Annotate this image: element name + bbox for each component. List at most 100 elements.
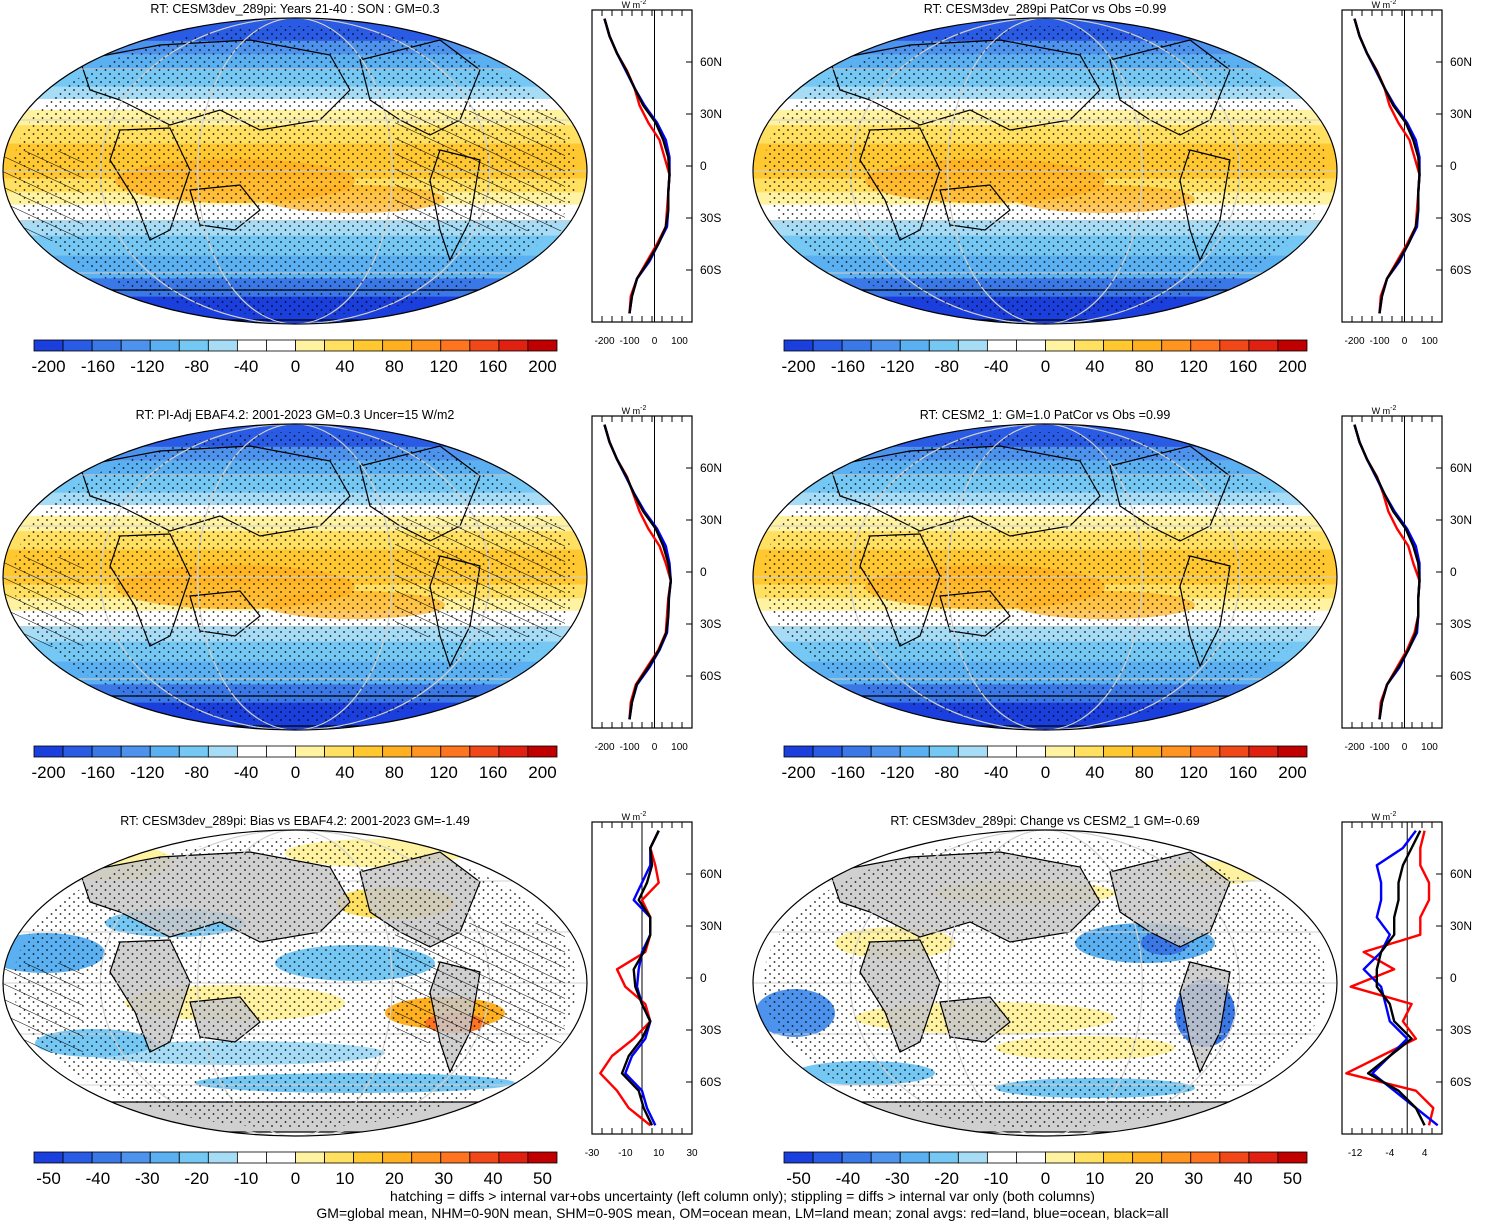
- zonal-tick-label: 0: [1402, 742, 1408, 753]
- lat-tick-label: 60S: [1450, 263, 1471, 277]
- colorbar-label: 0: [291, 763, 300, 782]
- colorbar-box: [812, 745, 843, 758]
- colorbar-box: [266, 1151, 296, 1164]
- lat-tick-label: 60N: [700, 55, 722, 69]
- lat-tick-label: 30N: [700, 513, 722, 527]
- colorbar-label: -160: [81, 357, 115, 376]
- colorbar-label: -10: [984, 1169, 1009, 1188]
- lat-tick-label: 0: [700, 971, 707, 985]
- colorbar-box: [1248, 339, 1279, 352]
- colorbar-box: [957, 1151, 988, 1164]
- colorbar-box: [870, 1151, 901, 1164]
- colorbar-box: [33, 1151, 64, 1164]
- colorbar-box: [812, 339, 843, 352]
- lat-tick-label: 60S: [700, 263, 721, 277]
- zonal-frame: [591, 415, 693, 729]
- zonal-tick-label: 100: [671, 336, 688, 347]
- colorbar-box: [1190, 1151, 1221, 1164]
- colorbar-box: [178, 339, 209, 352]
- colorbar-box: [1161, 339, 1192, 352]
- colorbar-box: [440, 745, 471, 758]
- zonal-tick-label: -100: [1369, 742, 1389, 753]
- zonal-unit-exponent: -2: [1390, 811, 1396, 818]
- colorbar-label: 50: [533, 1169, 552, 1188]
- colorbar-label: 40: [1085, 357, 1104, 376]
- colorbar: -200 -160 -120 -80 -40 0 40 80 120 160 200: [32, 339, 558, 376]
- map-title: RT: CESM3dev_289pi: Change vs CESM2_1 GM…: [890, 814, 1200, 828]
- stippling: [13, 432, 577, 722]
- colorbar-box: [33, 745, 64, 758]
- lat-tick-label: 60N: [1450, 55, 1472, 69]
- colorbar-label: 10: [335, 1169, 354, 1188]
- map-plot: [2, 17, 588, 325]
- colorbar-box: [899, 745, 930, 758]
- zonal-tick-label: -12: [1348, 1148, 1363, 1159]
- map-plot: [752, 829, 1338, 1137]
- colorbar-box: [1219, 339, 1250, 352]
- colorbar-box: [870, 745, 901, 758]
- colorbar-box: [1161, 1151, 1192, 1164]
- map-title: RT: PI-Adj EBAF4.2: 2001-2023 GM=0.3 Unc…: [135, 408, 455, 422]
- colorbar-box: [1074, 339, 1105, 352]
- colorbar-box: [62, 1151, 93, 1164]
- colorbar-label: -20: [184, 1169, 209, 1188]
- colorbar-box: [207, 339, 238, 352]
- hatching: [3, 151, 83, 241]
- zonal-frame: [1341, 9, 1443, 323]
- map-border: [752, 829, 1338, 1137]
- zonal-tick-label: -200: [1344, 336, 1364, 347]
- colorbar-box: [1132, 1151, 1163, 1164]
- lat-tick-label: 60N: [700, 461, 722, 475]
- colorbar-label: -40: [984, 357, 1009, 376]
- lat-tick-label: 60S: [700, 1075, 721, 1089]
- colorbar-box: [1045, 745, 1075, 758]
- zonal-tick-label: -100: [619, 742, 639, 753]
- lat-tick-label: 60S: [1450, 1075, 1471, 1089]
- colorbar: -200 -160 -120 -80 -40 0 40 80 120 160 200: [782, 745, 1308, 782]
- lat-tick-label: 30N: [1450, 513, 1472, 527]
- zonal-series-ocean: [603, 18, 671, 314]
- colorbar-label: 40: [484, 1169, 503, 1188]
- colorbar-box: [324, 745, 355, 758]
- colorbar-box: [33, 339, 64, 352]
- colorbar-label: 200: [528, 763, 556, 782]
- zonal-series-land: [603, 424, 673, 720]
- stippling: [763, 26, 1327, 316]
- map-title: RT: CESM3dev_289pi: Bias vs EBAF4.2: 200…: [120, 814, 470, 828]
- colorbar-box: [353, 1151, 384, 1164]
- colorbar-label: -200: [782, 763, 816, 782]
- map-border: [752, 423, 1338, 731]
- colorbar-box: [1045, 1151, 1075, 1164]
- colorbar-box: [411, 745, 442, 758]
- lat-tick-label: 30S: [700, 617, 721, 631]
- colorbar-label: -80: [184, 763, 209, 782]
- zonal-series-all: [603, 18, 671, 314]
- lat-tick-label: 60N: [1450, 461, 1472, 475]
- colorbar-box: [1277, 339, 1308, 352]
- colorbar-box: [1074, 745, 1105, 758]
- zonal-unit: W m-2: [622, 0, 647, 10]
- colorbar-box: [236, 1151, 267, 1164]
- colorbar-label: -50: [786, 1169, 811, 1188]
- zonal-series-land: [1353, 18, 1421, 314]
- map-border: [2, 17, 588, 325]
- colorbar-label: 0: [1041, 1169, 1050, 1188]
- colorbar-label: 40: [1085, 763, 1104, 782]
- colorbar-label: -40: [234, 763, 259, 782]
- zonal-tick-label: 0: [1402, 336, 1408, 347]
- colorbar-box: [266, 339, 296, 352]
- colorbar-box: [986, 1151, 1017, 1164]
- colorbar-label: 0: [1041, 763, 1050, 782]
- hatching: [395, 923, 565, 1043]
- map-border: [2, 829, 588, 1137]
- map-plot: [752, 17, 1338, 325]
- lat-tick-label: 30S: [1450, 1023, 1471, 1037]
- colorbar-box: [207, 745, 238, 758]
- zonal-mean-plot: W m-2 60N 30N 0 30S 60S -30 -10 10 30: [585, 811, 722, 1159]
- colorbar-label: -30: [885, 1169, 910, 1188]
- map-border: [2, 423, 588, 731]
- colorbar-box: [1132, 339, 1163, 352]
- colorbar-label: 30: [434, 1169, 453, 1188]
- colorbar-box: [120, 745, 151, 758]
- colorbar-label: 200: [1278, 763, 1306, 782]
